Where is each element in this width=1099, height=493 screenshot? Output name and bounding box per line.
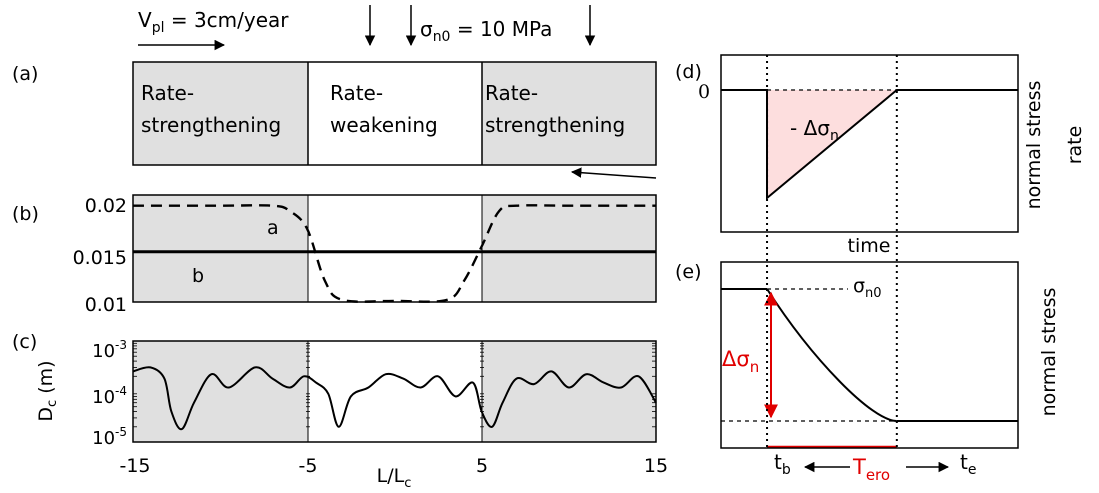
d-xlabel: time	[848, 235, 891, 257]
d-ytick-0: 0	[698, 81, 710, 103]
b-shade-left	[133, 195, 308, 302]
c-xtick-1: -5	[299, 455, 318, 477]
b-ytick-0: 0.02	[85, 195, 127, 217]
zone-right	[482, 62, 656, 165]
c-curve	[132, 366, 657, 431]
zone-left-line2: strengthening	[141, 113, 281, 137]
c-ytick-1: 10-4	[92, 384, 127, 408]
e-plot	[721, 288, 1018, 449]
zone-right-line1: Rate-	[485, 81, 538, 105]
e-te-label: te	[960, 450, 976, 478]
panel-label-b: (b)	[12, 203, 39, 225]
zone-center-line2: weakening	[330, 113, 438, 137]
zone-right-line2: strengthening	[485, 113, 625, 137]
d-annotation: - Δσn	[790, 116, 839, 144]
b-label-b: b	[192, 265, 204, 287]
panel-b: (b) 0.02 0.015 0.01 a b	[12, 194, 657, 316]
b-label-a: a	[267, 217, 279, 239]
panel-a: (a) Vpl = 3cm/year σn0 = 10 MPa Rate- st…	[12, 5, 657, 179]
e-delta-label: Δσn	[722, 347, 759, 376]
zone-left-line1: Rate-	[141, 81, 194, 105]
panel-e: (e) σn0 Δσn normal stress tb te Tero	[675, 261, 1060, 484]
c-xtick-2: 5	[476, 455, 488, 477]
d-rate-line	[721, 89, 1018, 201]
c-xtick-3: 15	[644, 455, 668, 477]
d-ylabel-line2: rate	[1064, 126, 1086, 165]
panel-label-a: (a)	[12, 63, 38, 85]
c-ytick-0: 10-3	[92, 338, 127, 362]
e-sigma-label: σn0	[853, 275, 882, 301]
curve-dc	[132, 366, 657, 431]
b-curves	[132, 204, 656, 303]
vpl-label: Vpl = 3cm/year	[138, 8, 289, 36]
e-stress-curve	[766, 288, 897, 422]
e-ylabel: normal stress	[1038, 288, 1060, 417]
zone-left	[133, 62, 308, 165]
b-ytick-1: 0.015	[73, 247, 127, 269]
b-axes	[132, 194, 657, 303]
b-ytick-2: 0.01	[85, 294, 127, 316]
d-plot	[721, 89, 1018, 201]
d-axes	[720, 54, 1019, 233]
plate-arrow	[570, 167, 657, 179]
e-tero-label: Tero	[852, 455, 890, 484]
zone-center-line1: Rate-	[330, 81, 383, 105]
fault-box	[132, 61, 657, 166]
e-axes	[720, 261, 1019, 449]
e-tb-label: tb	[774, 450, 791, 478]
c-shade-left	[133, 341, 308, 442]
c-xlabel: L/Lc	[377, 465, 412, 491]
curve-a	[132, 204, 656, 303]
sigma-label: σn0 = 10 MPa	[420, 17, 552, 45]
panel-c: (c) 10-3 10-4 10-5 Dc (m) -15 -5 5 15 L/…	[12, 331, 668, 491]
c-axes	[132, 340, 657, 443]
c-xtick-0: -15	[119, 455, 150, 477]
c-ytick-2: 10-5	[92, 425, 127, 449]
c-ylabel: Dc (m)	[35, 360, 60, 421]
c-shade-right	[482, 341, 656, 442]
d-ylabel-line1: normal stress	[1023, 81, 1045, 210]
panel-label-d: (d)	[675, 61, 702, 83]
panel-d: (d) 0 - Δσn time normal stress rate	[675, 54, 1086, 257]
panel-label-c: (c)	[12, 331, 37, 353]
b-shade-right	[482, 195, 656, 302]
panel-label-e: (e)	[675, 261, 702, 283]
